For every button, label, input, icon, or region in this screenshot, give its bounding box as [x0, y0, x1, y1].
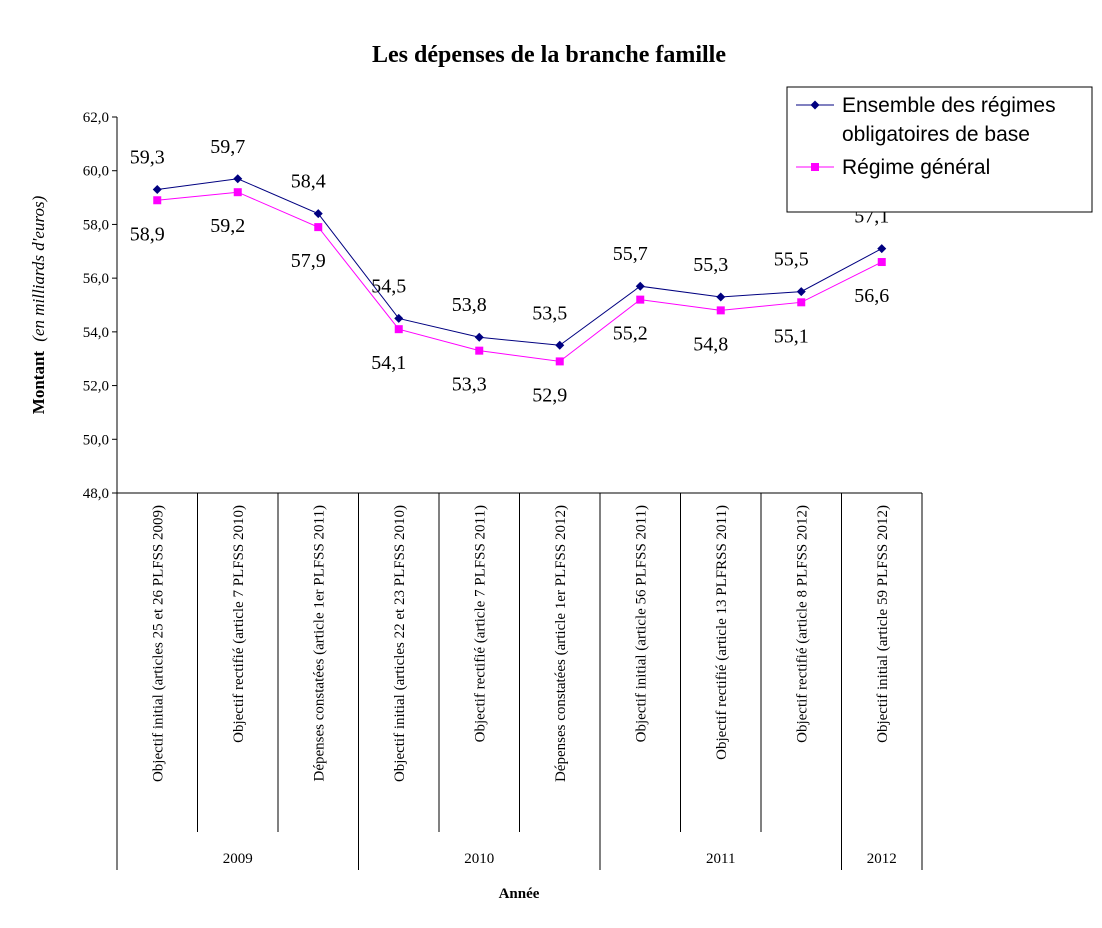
legend-marker	[810, 100, 820, 110]
data-label: 54,5	[371, 275, 406, 297]
x-tick-label: Dépenses constatées (article 1er PLFSS 2…	[553, 505, 569, 782]
data-point	[635, 281, 645, 291]
y-axis-unit: (en milliards d'euros)	[29, 195, 48, 341]
data-label: 55,3	[693, 254, 728, 276]
legend-label: Ensemble des régimes	[842, 94, 1056, 117]
legend-label: Régime général	[842, 156, 990, 179]
chart-title: Les dépenses de la branche famille	[372, 42, 726, 68]
data-label: 53,8	[452, 294, 487, 316]
data-label: 53,5	[532, 302, 567, 324]
group-label: 2011	[706, 851, 735, 867]
data-point	[877, 244, 887, 254]
data-label: 59,7	[210, 136, 245, 158]
data-label: 53,3	[452, 374, 487, 396]
data-label: 55,1	[774, 325, 809, 347]
data-point	[233, 174, 243, 184]
data-label: 54,1	[371, 352, 406, 374]
data-point	[313, 209, 323, 219]
data-point	[152, 185, 162, 195]
x-tick-label: Objectif initial (article 59 PLFSS 2012)	[875, 505, 891, 743]
data-point	[877, 258, 886, 267]
group-label: 2010	[464, 851, 494, 867]
y-tick-label: 56,0	[83, 271, 109, 287]
x-tick-label: Objectif rectifié (article 8 PLFSS 2012)	[794, 505, 810, 743]
data-label: 58,9	[130, 223, 165, 245]
legend-box	[786, 86, 1093, 213]
y-axis-title: Montant (en milliards d'euros)	[29, 195, 48, 414]
y-tick-label: 54,0	[83, 325, 109, 341]
series-line	[157, 191, 882, 362]
data-point	[475, 346, 484, 355]
series-line	[157, 178, 882, 346]
data-label: 52,9	[532, 384, 567, 406]
x-tick-label: Objectif rectifié (article 13 PLFRSS 201…	[714, 505, 730, 760]
y-tick-label: 48,0	[83, 486, 109, 502]
x-tick-label: Dépenses constatées (article 1er PLFSS 2…	[311, 505, 327, 781]
x-tick-label: Objectif rectifié (article 7 PLFSS 2011)	[472, 505, 488, 742]
data-point	[555, 340, 565, 350]
x-tick-label: Objectif initial (articles 22 et 23 PLFS…	[392, 505, 408, 782]
data-label: 55,5	[774, 249, 809, 271]
data-point	[796, 287, 806, 297]
legend: Ensemble des régimes obligatoires de base…	[786, 86, 1093, 213]
x-tick-label: Objectif initial (articles 25 et 26 PLFS…	[150, 505, 166, 782]
data-point	[153, 196, 162, 205]
y-tick-label: 58,0	[83, 217, 109, 233]
y-tick-label: 62,0	[83, 110, 109, 126]
y-axis-label: Montant	[29, 351, 48, 415]
x-axis-title: Année	[499, 886, 540, 902]
x-tick-label: Objectif initial (article 56 PLFSS 2011)	[633, 505, 649, 742]
data-point	[716, 292, 726, 302]
x-tick-label: Objectif rectifié (article 7 PLFSS 2010)	[231, 505, 247, 743]
data-point	[233, 188, 242, 197]
data-label: 56,6	[854, 285, 889, 307]
data-label: 59,3	[130, 147, 165, 169]
data-label: 55,2	[613, 323, 648, 345]
group-label: 2012	[867, 851, 897, 867]
data-label: 58,4	[291, 171, 326, 193]
y-tick-label: 50,0	[83, 432, 109, 448]
data-point	[394, 313, 404, 323]
data-point	[474, 332, 484, 342]
data-label: 57,9	[291, 250, 326, 272]
data-point	[636, 295, 645, 304]
data-point	[797, 298, 806, 307]
legend-label: obligatoires de base	[842, 123, 1030, 146]
data-label: 54,8	[693, 333, 728, 355]
data-label: 59,2	[210, 215, 245, 237]
data-label: 55,7	[613, 243, 648, 265]
legend-marker	[811, 163, 819, 171]
y-tick-label: 60,0	[83, 164, 109, 180]
group-label: 2009	[223, 851, 253, 867]
data-point	[555, 357, 564, 366]
data-point	[394, 325, 403, 334]
data-point	[314, 223, 323, 232]
y-tick-label: 52,0	[83, 379, 109, 395]
data-point	[716, 306, 725, 315]
